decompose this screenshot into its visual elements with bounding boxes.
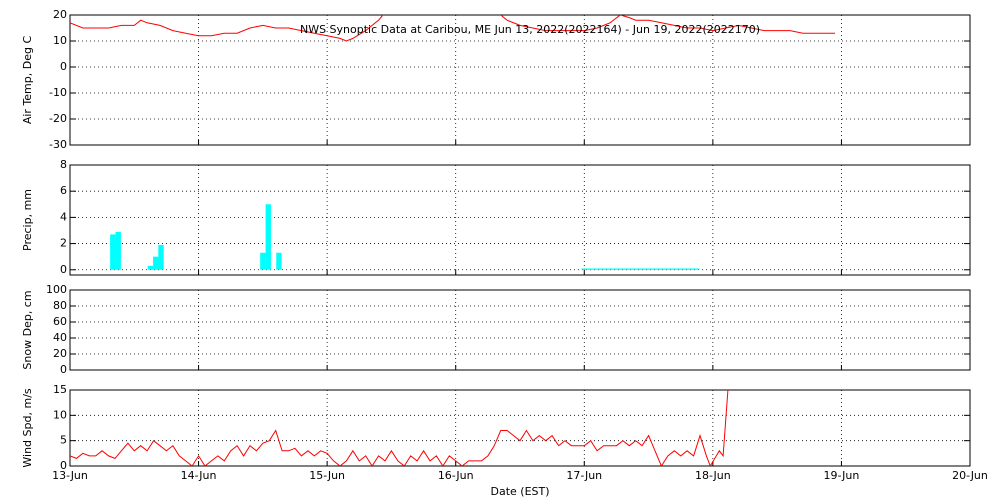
bar xyxy=(640,268,646,270)
y-tick-label: 0 xyxy=(60,459,67,472)
bar xyxy=(661,268,668,270)
bar xyxy=(603,268,609,270)
x-tick-label: 16-Jun xyxy=(438,469,474,482)
bar xyxy=(645,268,652,270)
data-line xyxy=(70,390,729,466)
y-axis-label: Wind Spd, m/s xyxy=(21,388,34,468)
bar xyxy=(672,268,678,270)
y-tick-label: -30 xyxy=(49,138,67,151)
bar xyxy=(678,268,684,270)
x-tick-label: 15-Jun xyxy=(309,469,345,482)
bar xyxy=(110,234,116,270)
bar xyxy=(694,268,700,270)
plot-area xyxy=(70,390,729,466)
bar xyxy=(688,268,695,270)
bar xyxy=(635,268,641,270)
y-axis-label: Air Temp, Deg C xyxy=(21,36,34,125)
y-tick-label: 15 xyxy=(53,383,67,396)
y-tick-label: 0 xyxy=(60,60,67,73)
y-tick-label: 2 xyxy=(60,237,67,250)
bar xyxy=(147,265,154,270)
bar xyxy=(651,268,657,270)
bar xyxy=(158,244,164,270)
y-tick-label: 20 xyxy=(53,347,67,360)
plot-area xyxy=(70,15,835,42)
y-tick-label: 5 xyxy=(60,434,67,447)
y-tick-label: 20 xyxy=(53,8,67,21)
y-tick-label: 8 xyxy=(60,158,67,171)
y-tick-label: 40 xyxy=(53,331,67,344)
y-tick-label: 0 xyxy=(60,263,67,276)
y-tick-label: 4 xyxy=(60,210,67,223)
x-tick-label: 18-Jun xyxy=(695,469,731,482)
y-tick-label: 0 xyxy=(60,363,67,376)
plot-frame xyxy=(69,164,971,276)
bar xyxy=(613,268,620,270)
bar xyxy=(153,256,159,270)
y-tick-label: -10 xyxy=(49,86,67,99)
y-tick-label: -20 xyxy=(49,112,67,125)
plot-frame xyxy=(69,289,971,371)
plot-frame xyxy=(69,14,971,146)
data-line xyxy=(70,15,835,42)
plot-area xyxy=(110,204,700,270)
y-tick-label: 10 xyxy=(53,408,67,421)
x-tick-label: 14-Jun xyxy=(181,469,217,482)
x-tick-label: 13-Jun xyxy=(52,469,88,482)
x-tick-label: 19-Jun xyxy=(824,469,860,482)
bar xyxy=(265,204,271,270)
bar xyxy=(624,268,630,270)
plot-frame xyxy=(69,389,971,467)
bar xyxy=(597,268,604,270)
bar xyxy=(115,231,121,270)
x-axis-label: Date (EST) xyxy=(490,485,549,498)
bar xyxy=(608,268,614,270)
y-tick-label: 6 xyxy=(60,184,67,197)
bar xyxy=(581,268,587,270)
y-tick-label: 100 xyxy=(46,283,67,296)
bar xyxy=(667,268,673,270)
bar xyxy=(587,268,593,270)
x-tick-label: 17-Jun xyxy=(566,469,602,482)
y-tick-label: 60 xyxy=(53,315,67,328)
bar xyxy=(619,268,625,270)
y-tick-label: 10 xyxy=(53,34,67,47)
bar xyxy=(629,268,636,270)
bar xyxy=(260,252,266,270)
bar xyxy=(276,252,282,270)
y-axis-label: Snow Dep, cm xyxy=(21,290,34,369)
bar xyxy=(683,268,689,270)
bar xyxy=(656,268,662,270)
chart-title: NWS Synoptic Data at Caribou, ME Jun 13,… xyxy=(300,23,760,36)
x-tick-label: 20-Jun xyxy=(952,469,988,482)
bar xyxy=(592,268,598,270)
y-tick-label: 80 xyxy=(53,299,67,312)
y-axis-label: Precip, mm xyxy=(21,189,34,251)
